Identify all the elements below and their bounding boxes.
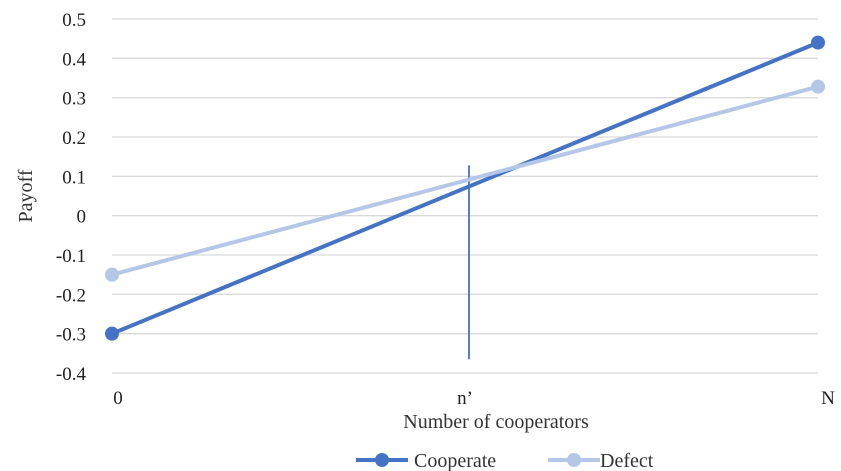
x-tick-label: N <box>821 388 835 409</box>
y-tick-label: 0.4 <box>62 49 86 70</box>
legend-label: Defect <box>600 450 654 471</box>
y-tick-label: -0.4 <box>56 364 87 385</box>
data-point-cooperate <box>105 326 119 341</box>
x-tick-label: 0 <box>113 388 123 409</box>
y-axis-title: Payoff <box>15 169 37 222</box>
series-lines <box>110 40 820 336</box>
series-line-defect <box>110 84 820 277</box>
y-tick-label: -0.1 <box>56 246 86 267</box>
y-tick-label: 0.2 <box>62 128 86 149</box>
x-axis-title: Number of cooperators <box>403 411 589 433</box>
y-tick-label: -0.2 <box>56 285 86 306</box>
x-tick-labels: 0 n’ N <box>113 388 835 409</box>
legend: Cooperate Defect <box>356 450 654 471</box>
y-tick-label: 0.5 <box>62 10 86 31</box>
gridlines <box>112 18 818 374</box>
y-tick-label: -0.3 <box>56 325 86 346</box>
data-point-defect <box>105 267 119 282</box>
series-markers <box>105 35 825 341</box>
y-tick-label: 0.1 <box>62 167 86 188</box>
legend-swatch-marker <box>567 453 581 467</box>
legend-swatch-marker <box>375 453 389 467</box>
x-tick-label: n’ <box>457 388 473 409</box>
series-line-cooperate <box>110 40 820 336</box>
y-tick-label: 0 <box>77 207 87 228</box>
y-tick-label: 0.3 <box>62 89 86 110</box>
legend-label: Cooperate <box>414 450 496 471</box>
data-point-cooperate <box>811 35 825 50</box>
y-tick-labels: -0.4 -0.3 -0.2 -0.1 0 0.1 0.2 0.3 0.4 0.5 <box>56 10 87 385</box>
data-point-defect <box>811 79 825 94</box>
